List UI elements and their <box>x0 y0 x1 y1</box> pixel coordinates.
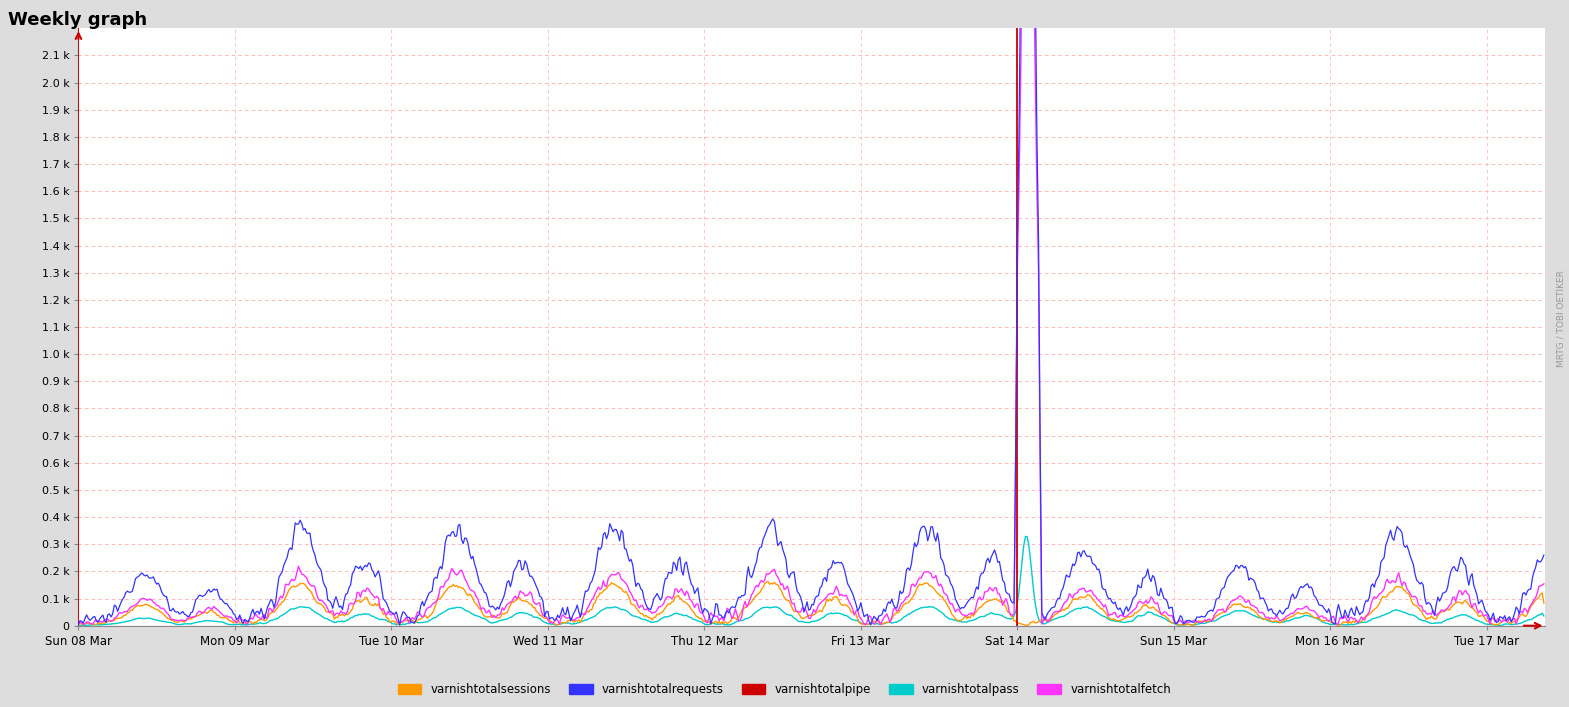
Text: Weekly graph: Weekly graph <box>8 11 147 28</box>
Text: MRTG / TOBI OETIKER: MRTG / TOBI OETIKER <box>1556 269 1566 367</box>
Legend: varnishtotalsessions, varnishtotalrequests, varnishtotalpipe, varnishtotalpass, : varnishtotalsessions, varnishtotalreques… <box>394 679 1175 701</box>
